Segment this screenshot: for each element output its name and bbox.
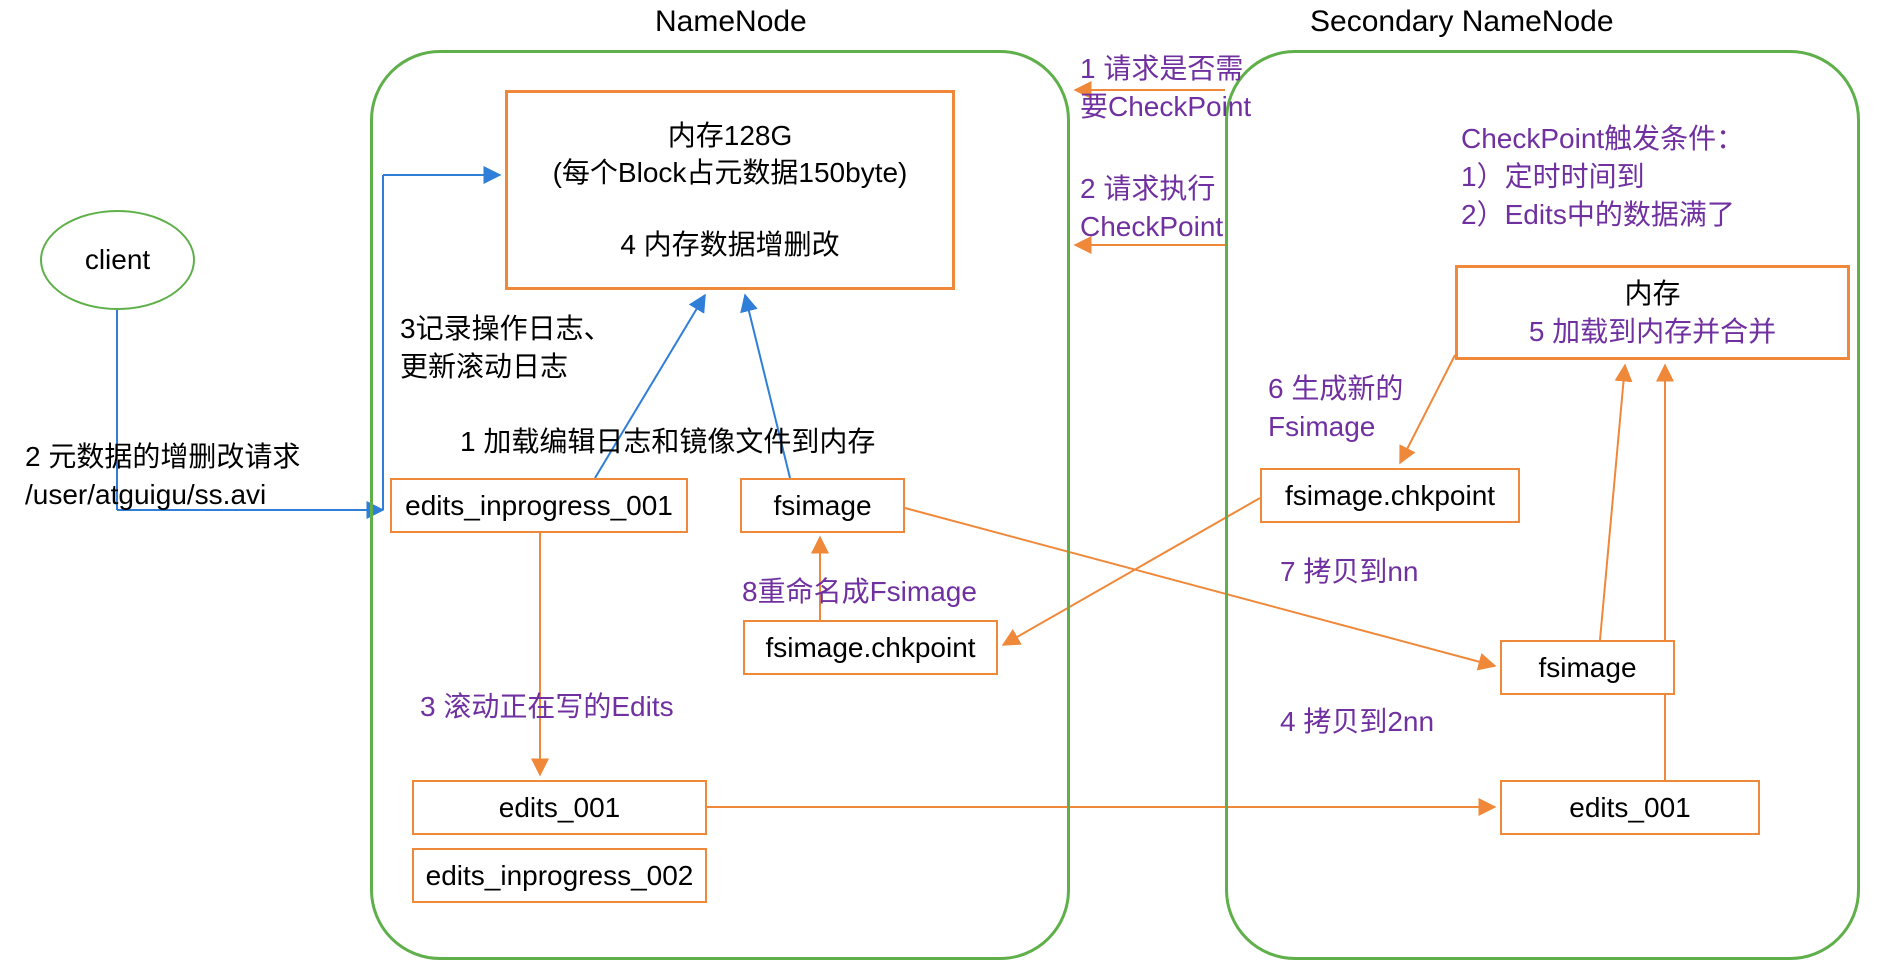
2nn-memory-line1: 内存 [1624, 275, 1680, 313]
client-node: client [40, 210, 195, 310]
2nn-checkpoint-trigger-line-0: CheckPoint触发条件： [1461, 120, 1744, 158]
2nn-edits-001-label: edits_001 [1569, 789, 1690, 827]
2nn-step6-new: 6 生成新的Fsimage [1268, 370, 1403, 446]
nn-step8-rename: 8重命名成Fsimage [742, 570, 977, 610]
nn-edits-inprogress-002-label: edits_inprogress_002 [426, 857, 694, 895]
between-step2-line-1: CheckPoint [1080, 208, 1223, 246]
nn-fsimage-chkpoint-label: fsimage.chkpoint [765, 629, 975, 667]
nn-fsimage-chkpoint: fsimage.chkpoint [743, 620, 998, 675]
between-step2: 2 请求执行CheckPoint [1080, 170, 1223, 246]
secondary-title: Secondary NameNode [1310, 5, 1614, 39]
nn-step3-log-line-1: 更新滚动日志 [400, 348, 612, 386]
client-request-label-line-1: /user/atguigu/ss.avi [25, 476, 300, 514]
nn-edits-inprogress-002: edits_inprogress_002 [412, 848, 707, 903]
between-step1: 1 请求是否需要CheckPoint [1080, 50, 1251, 126]
2nn-checkpoint-trigger-line-2: 2）Edits中的数据满了 [1461, 196, 1744, 234]
2nn-fsimage-chkpoint-label: fsimage.chkpoint [1285, 477, 1495, 515]
nn-step3-roll: 3 滚动正在写的Edits [420, 685, 674, 725]
between-step2-line-0: 2 请求执行 [1080, 170, 1223, 208]
nn-memory-line-1: (每个Block占元数据150byte) [553, 154, 908, 192]
2nn-fsimage-label: fsimage [1538, 649, 1636, 687]
2nn-step4-copy: 4 拷贝到2nn [1280, 700, 1434, 740]
nn-edits-inprogress-001-label: edits_inprogress_001 [405, 487, 673, 525]
2nn-step6-new-line-0: 6 生成新的 [1268, 370, 1403, 408]
client-label: client [85, 244, 150, 276]
namenode-title: NameNode [655, 5, 807, 39]
2nn-edits-001: edits_001 [1500, 780, 1760, 835]
between-step1-line-0: 1 请求是否需 [1080, 50, 1251, 88]
nn-step3-log-line-0: 3记录操作日志、 [400, 310, 612, 348]
nn-fsimage-label: fsimage [773, 487, 871, 525]
2nn-memory-box: 内存5 加载到内存并合并 [1455, 265, 1850, 360]
nn-memory-box: 内存128G(每个Block占元数据150byte) 4 内存数据增删改 [505, 90, 955, 290]
2nn-fsimage-chkpoint: fsimage.chkpoint [1260, 468, 1520, 523]
nn-step3-log: 3记录操作日志、更新滚动日志 [400, 310, 612, 386]
2nn-memory-line2: 5 加载到内存并合并 [1529, 313, 1776, 351]
between-step1-line-1: 要CheckPoint [1080, 88, 1251, 126]
nn-edits-inprogress-001: edits_inprogress_001 [390, 478, 688, 533]
nn-edits-001: edits_001 [412, 780, 707, 835]
nn-step1-load: 1 加载编辑日志和镜像文件到内存 [460, 420, 875, 460]
2nn-step7-copy: 7 拷贝到nn [1280, 550, 1419, 590]
nn-memory-line-3: 4 内存数据增删改 [620, 226, 839, 264]
nn-edits-001-label: edits_001 [499, 789, 620, 827]
client-request-label-line-0: 2 元数据的增删改请求 [25, 438, 300, 476]
nn-memory-line-0: 内存128G [668, 117, 793, 155]
nn-fsimage: fsimage [740, 478, 905, 533]
2nn-fsimage: fsimage [1500, 640, 1675, 695]
2nn-checkpoint-trigger: CheckPoint触发条件：1）定时时间到2）Edits中的数据满了 [1461, 120, 1744, 233]
2nn-checkpoint-trigger-line-1: 1）定时时间到 [1461, 158, 1744, 196]
2nn-step6-new-line-1: Fsimage [1268, 408, 1403, 446]
client-request-label: 2 元数据的增删改请求/user/atguigu/ss.avi [25, 438, 300, 514]
